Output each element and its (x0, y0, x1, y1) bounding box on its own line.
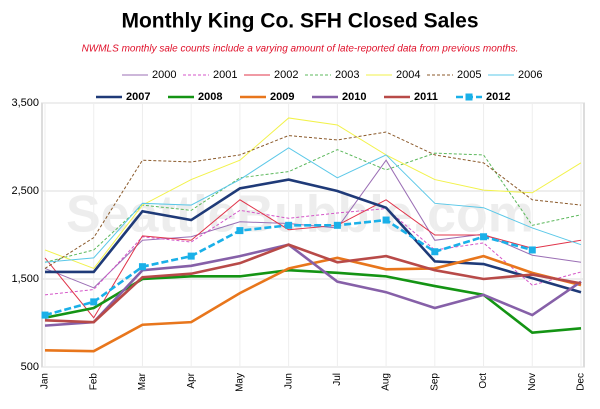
legend-label: 2012 (486, 91, 510, 103)
x-tick-label: Jun (283, 373, 294, 389)
x-tick-label: Dec (576, 373, 587, 391)
legend-label: 2010 (342, 91, 366, 103)
point (528, 246, 536, 254)
legend-label: 2002 (274, 69, 298, 81)
legend-label: 2003 (335, 69, 359, 81)
series-line (44, 208, 582, 296)
legend-label: 2009 (270, 91, 294, 103)
point (285, 221, 293, 229)
legend-label: 2007 (126, 91, 150, 103)
legend-marker (465, 93, 473, 101)
legend-label: 2005 (457, 69, 481, 81)
series-line (44, 243, 582, 327)
y-tick-label: 1,500 (11, 273, 39, 285)
y-tick-label: 2,500 (11, 185, 39, 197)
y-tick-label: 500 (21, 361, 39, 373)
series-line (44, 131, 582, 269)
point (90, 298, 98, 306)
plot-area (41, 102, 585, 368)
x-tick-label: Apr (186, 372, 197, 388)
point (333, 221, 341, 229)
point (187, 252, 195, 260)
legend-label: 2011 (414, 91, 438, 103)
x-tick-label: Sep (429, 373, 440, 391)
watermark: SeattleBubble.com (66, 186, 534, 244)
legend-label: 2001 (213, 69, 237, 81)
chart-subtitle: NWMLS monthly sale counts include a vary… (82, 44, 519, 55)
series-line (44, 243, 582, 324)
x-tick-label: Feb (88, 373, 99, 391)
chart-title: Monthly King Co. SFH Closed Sales (121, 10, 478, 33)
point (236, 227, 244, 235)
x-tick-label: Aug (381, 373, 392, 391)
series-line (44, 117, 582, 270)
x-tick-label: Jan (40, 373, 51, 389)
legend-label: 2008 (198, 91, 222, 103)
point (480, 233, 488, 241)
series-line (44, 147, 582, 263)
point (431, 248, 439, 256)
legend-label: 2004 (396, 69, 420, 81)
x-tick-label: Oct (478, 373, 489, 389)
y-tick-label: 3,500 (11, 97, 39, 109)
point (138, 263, 146, 271)
x-tick-label: Nov (527, 373, 538, 391)
point (41, 311, 49, 319)
point (382, 216, 390, 224)
x-tick-label: Mar (137, 372, 148, 390)
series-line (44, 199, 582, 319)
series-line (45, 178, 582, 294)
legend-label: 2006 (518, 69, 542, 81)
x-tick-label: May (235, 373, 246, 392)
legend-label: 2000 (152, 69, 176, 81)
x-tick-label: Jul (332, 373, 343, 386)
